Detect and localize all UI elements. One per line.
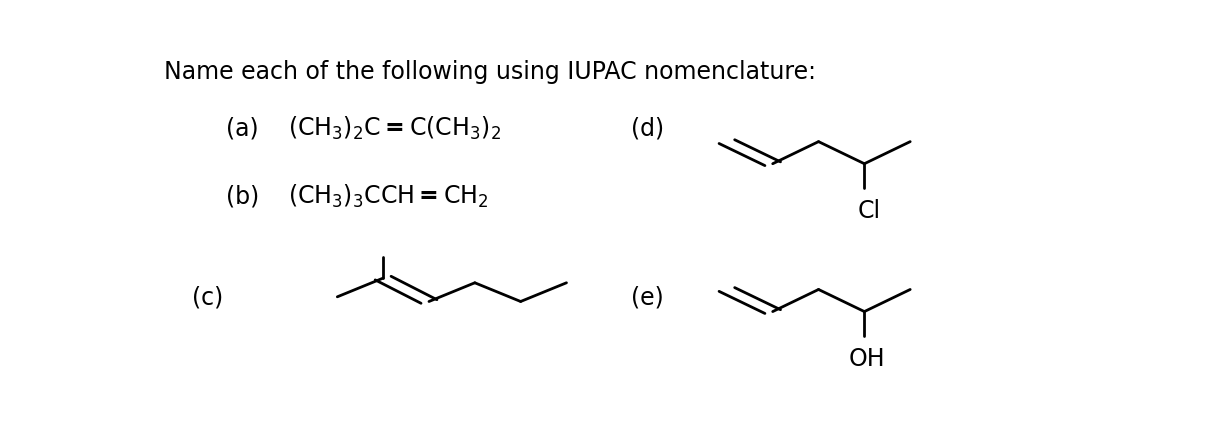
Text: (CH$_3$)$_3$CCH$\mathbf{=}$CH$_2$: (CH$_3$)$_3$CCH$\mathbf{=}$CH$_2$: [288, 183, 488, 211]
Text: Cl: Cl: [857, 200, 881, 223]
Text: (CH$_3$)$_2$C$\mathbf{=}$C(CH$_3$)$_2$: (CH$_3$)$_2$C$\mathbf{=}$C(CH$_3$)$_2$: [288, 115, 500, 142]
Text: (d): (d): [632, 116, 664, 141]
Text: OH: OH: [849, 347, 886, 371]
Text: (e): (e): [632, 286, 664, 310]
Text: (c): (c): [192, 286, 223, 310]
Text: (b): (b): [225, 185, 259, 209]
Text: Name each of the following using IUPAC nomenclature:: Name each of the following using IUPAC n…: [164, 60, 816, 84]
Text: (a): (a): [225, 116, 259, 141]
